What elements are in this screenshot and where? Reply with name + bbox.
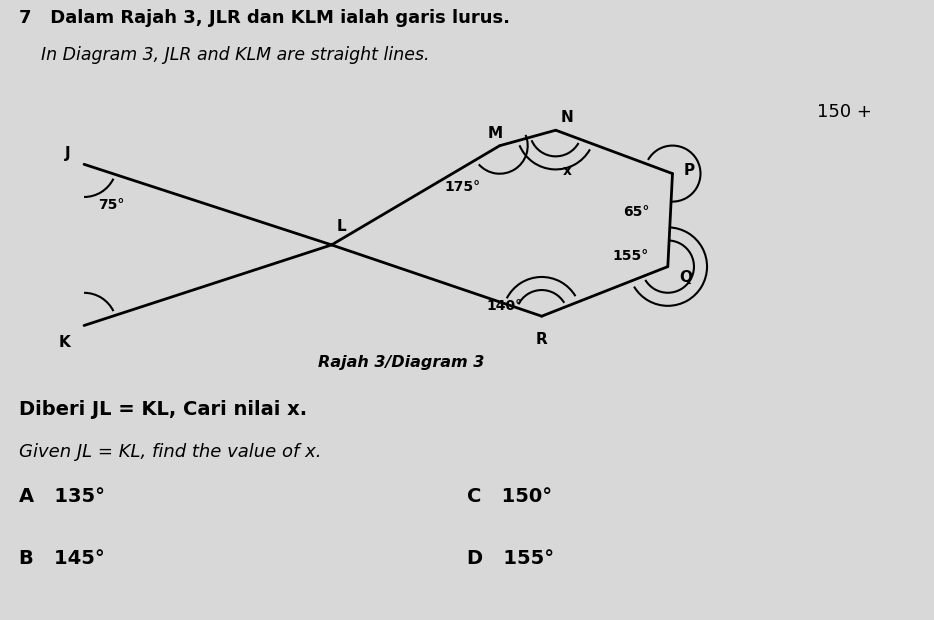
Text: R: R <box>536 332 547 347</box>
Text: J: J <box>64 146 70 161</box>
Text: Rajah 3/Diagram 3: Rajah 3/Diagram 3 <box>318 355 485 370</box>
Text: Q: Q <box>679 270 692 285</box>
Text: A   135°: A 135° <box>19 487 105 506</box>
Text: L: L <box>336 219 346 234</box>
Text: 65°: 65° <box>623 205 649 219</box>
Text: 75°: 75° <box>98 198 124 213</box>
Text: C   150°: C 150° <box>467 487 552 506</box>
Text: Given JL = KL, find the value of x.: Given JL = KL, find the value of x. <box>19 443 321 461</box>
Text: D   155°: D 155° <box>467 549 554 568</box>
Text: 150 +: 150 + <box>817 102 872 121</box>
Text: 7   Dalam Rajah 3, JLR dan KLM ialah garis lurus.: 7 Dalam Rajah 3, JLR dan KLM ialah garis… <box>19 9 510 27</box>
Text: K: K <box>58 335 70 350</box>
Text: M: M <box>488 126 502 141</box>
Text: 175°: 175° <box>445 180 481 194</box>
Text: 155°: 155° <box>613 249 649 264</box>
Text: x: x <box>563 164 573 179</box>
Text: In Diagram 3, JLR and KLM are straight lines.: In Diagram 3, JLR and KLM are straight l… <box>19 46 430 64</box>
Text: Diberi JL = KL, Cari nilai x.: Diberi JL = KL, Cari nilai x. <box>19 400 306 419</box>
Text: N: N <box>560 110 573 125</box>
Text: B   145°: B 145° <box>19 549 105 568</box>
Text: 140°: 140° <box>487 299 523 313</box>
Text: P: P <box>684 163 695 178</box>
